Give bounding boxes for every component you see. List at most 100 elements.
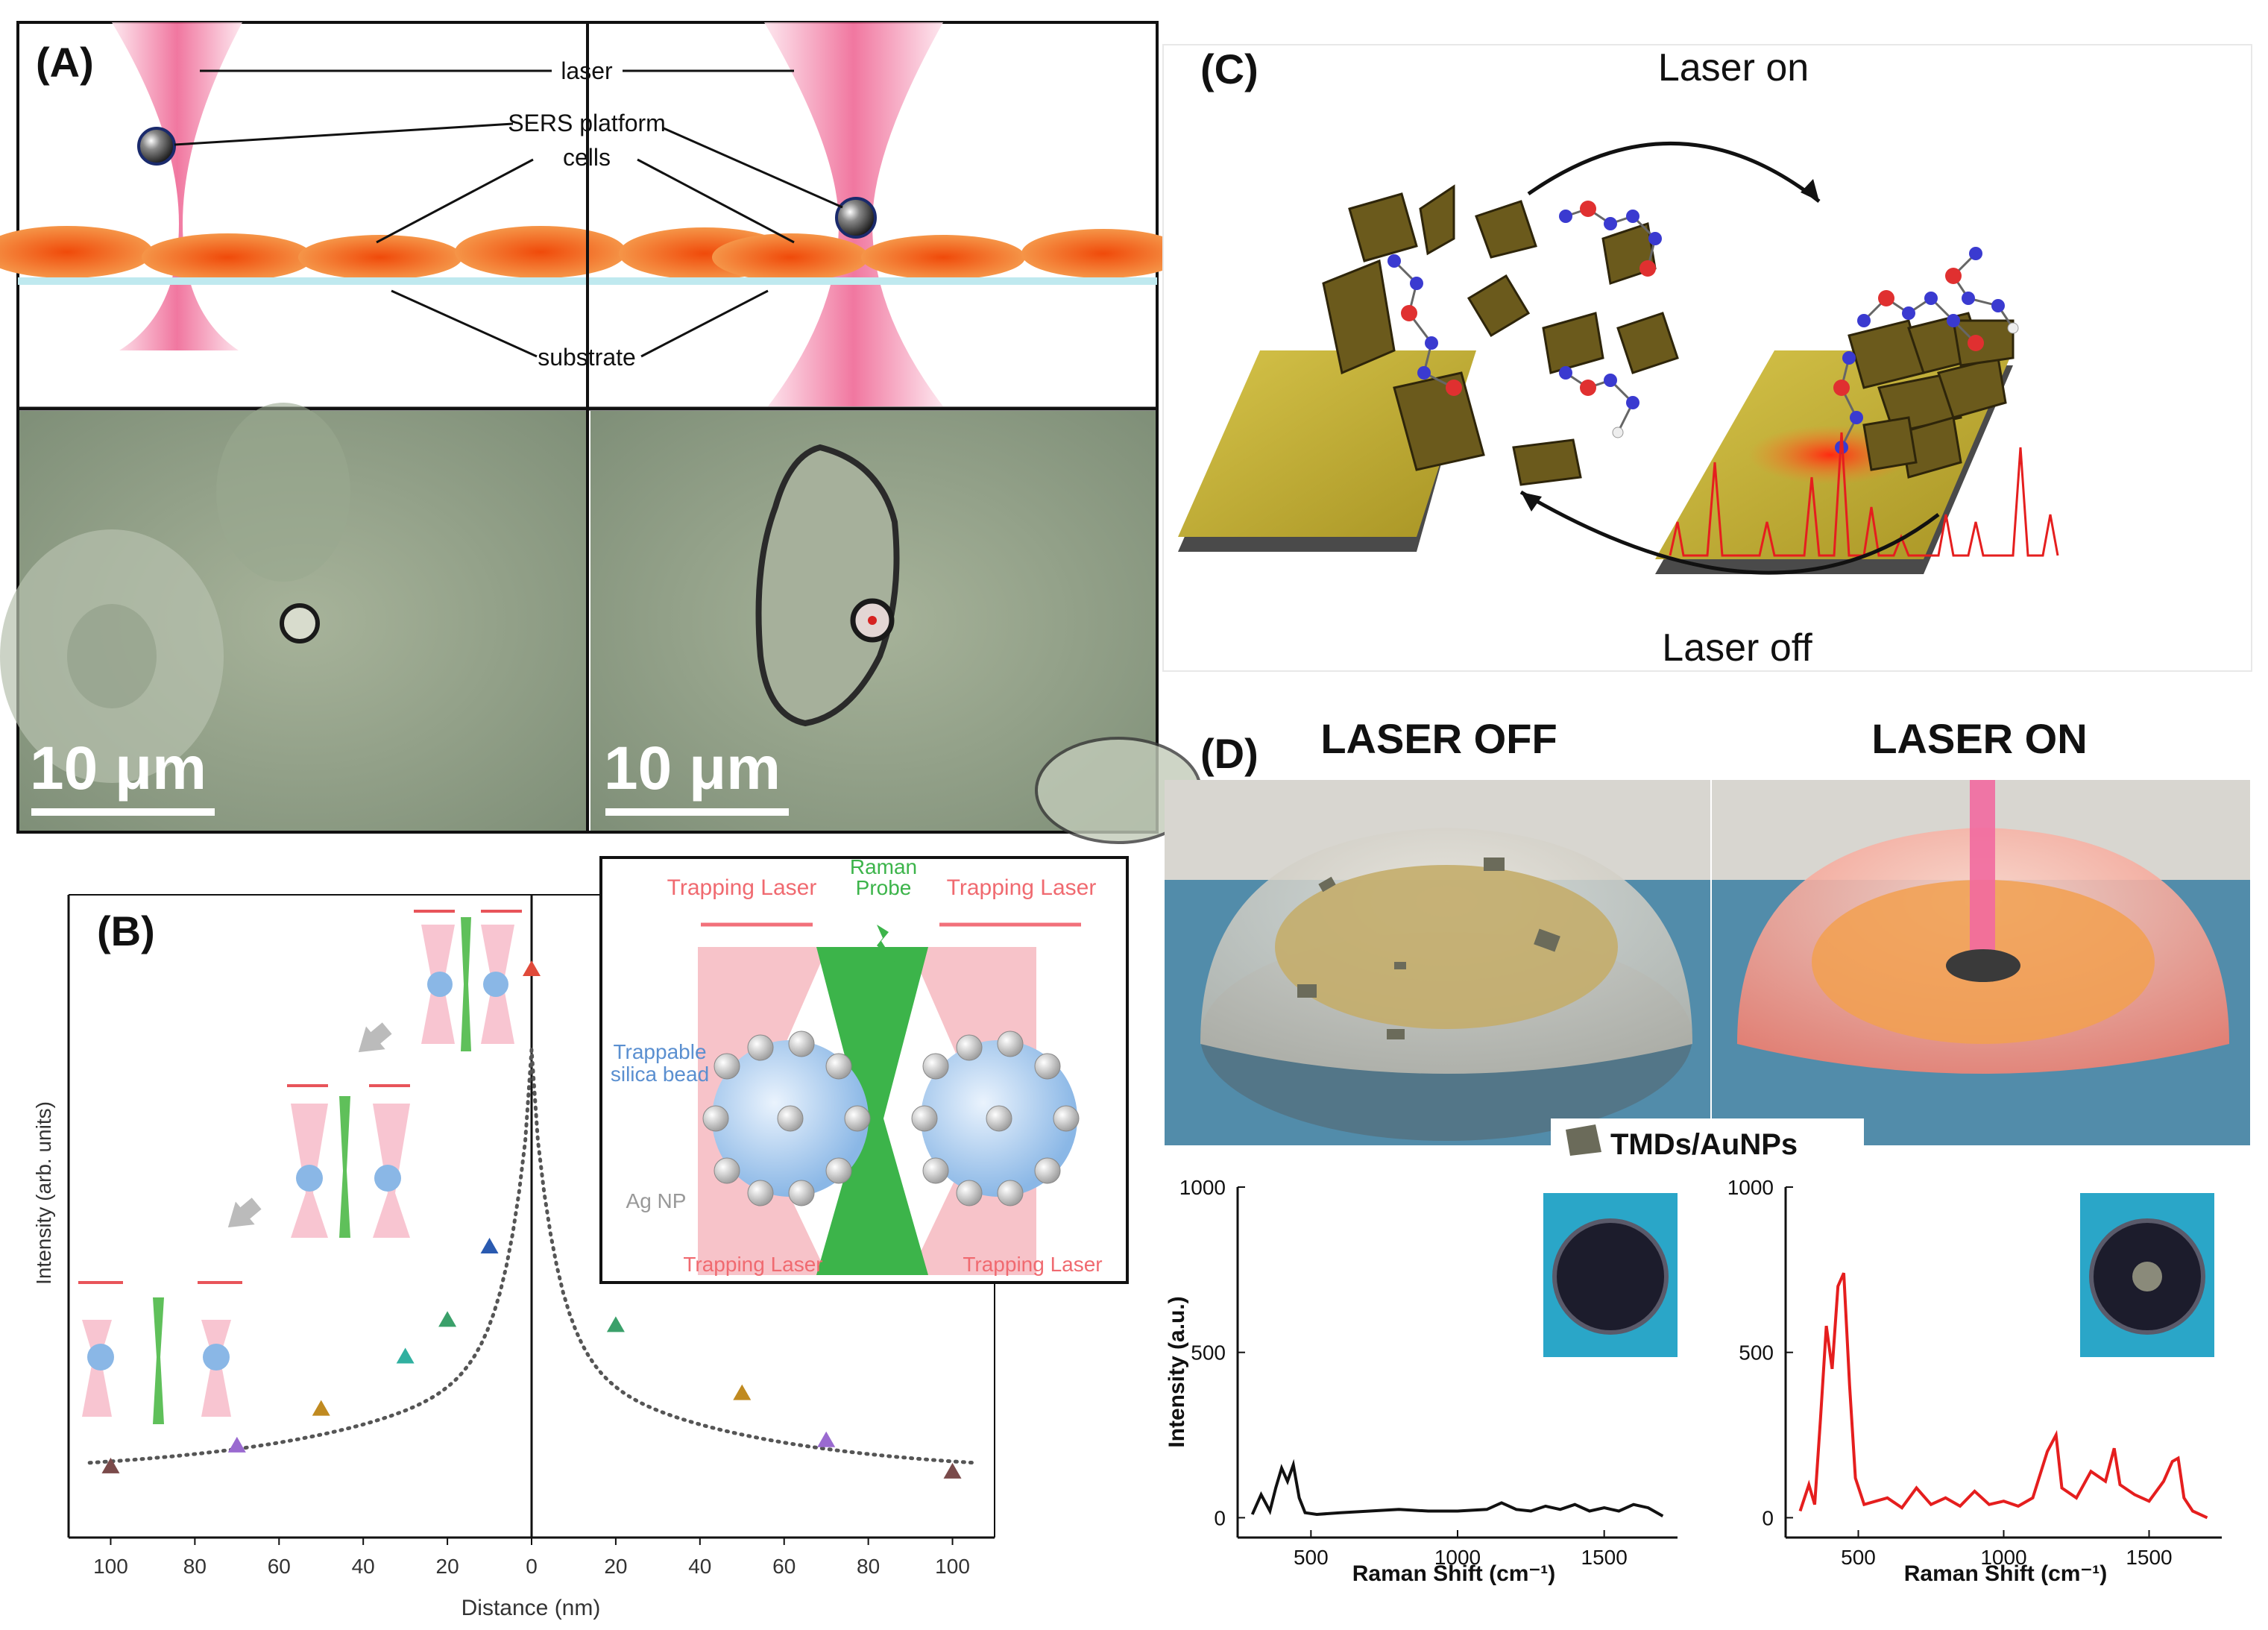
inset-bead-line1: Trappable xyxy=(613,1040,706,1063)
ag-nanoparticle xyxy=(714,1157,740,1184)
b-x-tick-label: 100 xyxy=(93,1555,128,1578)
b-data-point xyxy=(817,1431,836,1447)
ag-nanoparticle xyxy=(825,1157,852,1184)
trapped-cell xyxy=(755,444,900,727)
b-x-tick-label: 60 xyxy=(772,1555,796,1578)
legend-box xyxy=(1551,1118,1864,1163)
aggregate-spot xyxy=(2132,1262,2162,1291)
laser-on-title: LASER ON xyxy=(1871,715,2087,762)
inset-trapping-laser-right: Trapping Laser xyxy=(947,875,1097,900)
b-data-point xyxy=(227,1436,246,1453)
spectrum-y-tick-label: 0 xyxy=(1214,1506,1226,1529)
spectrum-chart-off: Intensity (a.u.) Raman Shift (cm⁻¹) 0 500… xyxy=(1165,1176,1678,1586)
scalebar-label-left: 10 μm xyxy=(30,734,207,802)
ag-nanoparticle xyxy=(777,1105,804,1132)
spectrum-y-tick-label: 500 xyxy=(1191,1341,1226,1365)
spectrum-x-tick-label: 500 xyxy=(1294,1546,1329,1569)
b-data-point xyxy=(943,1462,962,1479)
b-data-point xyxy=(733,1384,752,1400)
b-x-tick-label: 60 xyxy=(268,1555,291,1578)
spectrum-y-tick-label: 0 xyxy=(1762,1506,1774,1529)
dispersed-flakes xyxy=(1297,858,1560,1039)
b-x-tick-label: 20 xyxy=(436,1555,459,1578)
distance-intensity-chart: Intensity (arb. units) Distance (nm) 100… xyxy=(32,894,995,1620)
b-data-point xyxy=(480,1238,499,1254)
inset-ag-np: Ag NP xyxy=(626,1189,687,1212)
laser-column xyxy=(1970,780,1995,963)
ag-nanoparticle xyxy=(1053,1105,1080,1132)
aggregated-flakes xyxy=(1946,949,2020,982)
progress-arrow-icon xyxy=(227,1198,262,1228)
laser-on-arrow xyxy=(1527,142,1821,203)
label-sers-platform: SERS platform xyxy=(508,110,666,136)
droplet-photo-off-circle xyxy=(1552,1218,1669,1335)
trapped-bead xyxy=(280,603,320,643)
cell-nucleus xyxy=(67,604,157,708)
spectrum-y-tick-label: 500 xyxy=(1739,1341,1774,1365)
b-x-tick-label: 100 xyxy=(935,1555,970,1578)
b-data-point xyxy=(101,1457,120,1473)
laser-on-label: Laser on xyxy=(1658,46,1809,89)
inset-raman-line2: Probe xyxy=(856,876,912,899)
cell-outline xyxy=(216,403,350,582)
spectrum-x-tick-label: 500 xyxy=(1841,1546,1876,1569)
b-data-point xyxy=(606,1316,625,1332)
b-inset: Trapping Laser Raman Probe Trapping Lase… xyxy=(599,855,1129,1284)
panel-b: (B) Intensity (arb. units) Distance (nm)… xyxy=(32,855,1129,1620)
b-x-tick-label: 80 xyxy=(857,1555,880,1578)
panel-c-spectrum xyxy=(1669,432,2059,557)
ag-nanoparticle xyxy=(714,1053,740,1080)
inset-trapping-laser-left: Trapping Laser xyxy=(667,875,817,900)
b-data-point xyxy=(523,960,541,976)
progress-arrow-icon xyxy=(358,1022,392,1053)
sers-platform-bead-right xyxy=(835,197,877,239)
cell xyxy=(455,226,626,278)
raman-probe-beam xyxy=(816,947,928,1275)
scalebar-label-right: 10 μm xyxy=(604,734,781,802)
cell xyxy=(0,226,153,278)
scalebar-left xyxy=(31,808,215,816)
legend-label: TMDs/AuNPs xyxy=(1610,1128,1798,1161)
b-data-point xyxy=(438,1311,457,1327)
ag-nanoparticle xyxy=(1034,1053,1061,1080)
ag-nanoparticle xyxy=(747,1034,774,1061)
label-substrate: substrate xyxy=(538,344,636,371)
panel-a-label: (A) xyxy=(36,39,94,86)
trapped-bead-core xyxy=(868,616,877,625)
laser-off-arrow xyxy=(1519,490,1940,575)
b-x-tick-label: 40 xyxy=(352,1555,375,1578)
scalebar-right xyxy=(605,808,789,816)
spectrum-x-tick-label: 1000 xyxy=(1980,1546,2026,1569)
d1-spectrum-line xyxy=(1250,1458,1664,1517)
b-data-point xyxy=(312,1400,330,1416)
label-laser: laser xyxy=(561,57,613,84)
inset-trapping-laser-bottom-right: Trapping Laser xyxy=(963,1253,1102,1276)
laser-on-arrowhead xyxy=(1801,179,1819,201)
tmd-legend-icon xyxy=(1566,1124,1601,1156)
b-x-tick-label: 20 xyxy=(604,1555,627,1578)
ag-nanoparticle xyxy=(997,1030,1024,1057)
spectrum-x-tick-label: 1000 xyxy=(1434,1546,1481,1569)
tmd-flakes-right xyxy=(1848,312,2015,479)
ag-nanoparticle xyxy=(997,1180,1024,1206)
inset-bead-line2: silica bead xyxy=(611,1063,709,1086)
ag-nanoparticle xyxy=(702,1105,729,1132)
ag-nanoparticle xyxy=(956,1180,983,1206)
spectrum-x-tick-label: 1500 xyxy=(2126,1546,2172,1569)
trap-schematic-far xyxy=(78,1281,242,1424)
d1-x-label: Raman Shift (cm⁻¹) xyxy=(1352,1561,1556,1586)
lightning-icon xyxy=(877,925,895,962)
cell-layer xyxy=(0,226,1185,281)
b-data-point xyxy=(396,1347,415,1364)
cell xyxy=(1021,229,1185,278)
ag-nanoparticle xyxy=(986,1105,1012,1132)
molecule-atoms xyxy=(1387,201,2019,454)
cell xyxy=(861,235,1025,280)
ag-nanoparticle xyxy=(956,1034,983,1061)
laser-off-label: Laser off xyxy=(1662,626,1812,670)
d2-x-label: Raman Shift (cm⁻¹) xyxy=(1904,1561,2108,1586)
sers-platform-bead-left xyxy=(137,127,176,166)
ag-nanoparticle xyxy=(788,1030,815,1057)
inset-raman-line1: Raman xyxy=(850,855,917,878)
